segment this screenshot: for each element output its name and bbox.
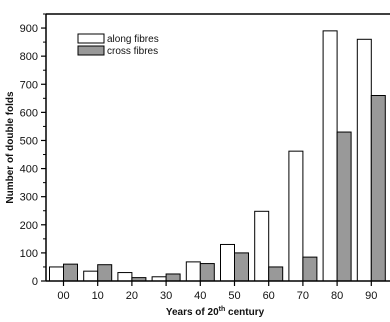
bar-cross-fibres-10: [97, 264, 113, 282]
bars-group: [49, 30, 386, 282]
y-tick-label: 400: [20, 164, 38, 176]
bar-cross-fibres-70: [302, 256, 318, 282]
x-axis-title-main: Years of 20: [166, 307, 219, 318]
x-axis-title: Years of 20th century: [166, 306, 265, 318]
bar-cross-fibres-60: [268, 266, 284, 282]
y-tick-label: 100: [20, 248, 38, 260]
x-tick-label: 70: [297, 290, 309, 302]
x-tick-label: 10: [92, 290, 104, 302]
bar-cross-fibres-90: [370, 95, 386, 282]
x-axis-ticks: 00 10 20 30 40 50 60 70 80 90: [57, 281, 377, 302]
x-tick-label: 60: [263, 290, 275, 302]
x-tick-label: 50: [228, 290, 240, 302]
x-tick-label: 00: [57, 290, 69, 302]
bar-along-fibres-70: [288, 150, 304, 282]
x-tick-label: 40: [194, 290, 206, 302]
legend-label-along-fibres: along fibres: [107, 34, 159, 45]
y-tick-label: 700: [20, 79, 38, 91]
bar-along-fibres-40: [185, 261, 201, 282]
x-tick-label: 80: [331, 290, 343, 302]
bar-cross-fibres-40: [199, 263, 215, 282]
y-tick-label: 200: [20, 220, 38, 232]
bar-along-fibres-60: [254, 210, 270, 282]
bar-along-fibres-50: [220, 243, 235, 282]
bar-along-fibres-00: [49, 266, 64, 282]
bar-cross-fibres-50: [234, 252, 249, 282]
legend-swatch-cross-fibres: [77, 45, 105, 56]
y-tick-label: 300: [20, 192, 38, 204]
x-tick-label: 90: [365, 290, 377, 302]
bar-cross-fibres-80: [336, 131, 352, 282]
y-tick-label: 800: [20, 51, 38, 63]
y-axis-ticks: 0 100 200 300 400 500 600 700 800 900: [20, 13, 46, 288]
bar-cross-fibres-30: [165, 273, 181, 282]
y-tick-label: 600: [20, 107, 38, 119]
y-tick-label: 0: [32, 276, 38, 288]
x-tick-label: 30: [160, 290, 172, 302]
bar-cross-fibres-00: [63, 263, 78, 282]
bar-along-fibres-10: [83, 270, 99, 282]
x-axis-title-sup: th: [219, 306, 226, 313]
y-axis-title: Number of double folds: [5, 91, 16, 204]
bar-along-fibres-20: [117, 272, 133, 282]
x-tick-label: 20: [126, 290, 138, 302]
y-tick-label: 500: [20, 135, 38, 147]
bar-along-fibres-90: [356, 38, 372, 282]
legend-label-cross-fibres: cross fibres: [107, 46, 158, 57]
bar-along-fibres-80: [322, 30, 338, 282]
y-tick-label: 900: [20, 23, 38, 35]
legend-swatch-along-fibres: [77, 33, 105, 44]
x-axis-title-tail: century: [225, 307, 264, 318]
